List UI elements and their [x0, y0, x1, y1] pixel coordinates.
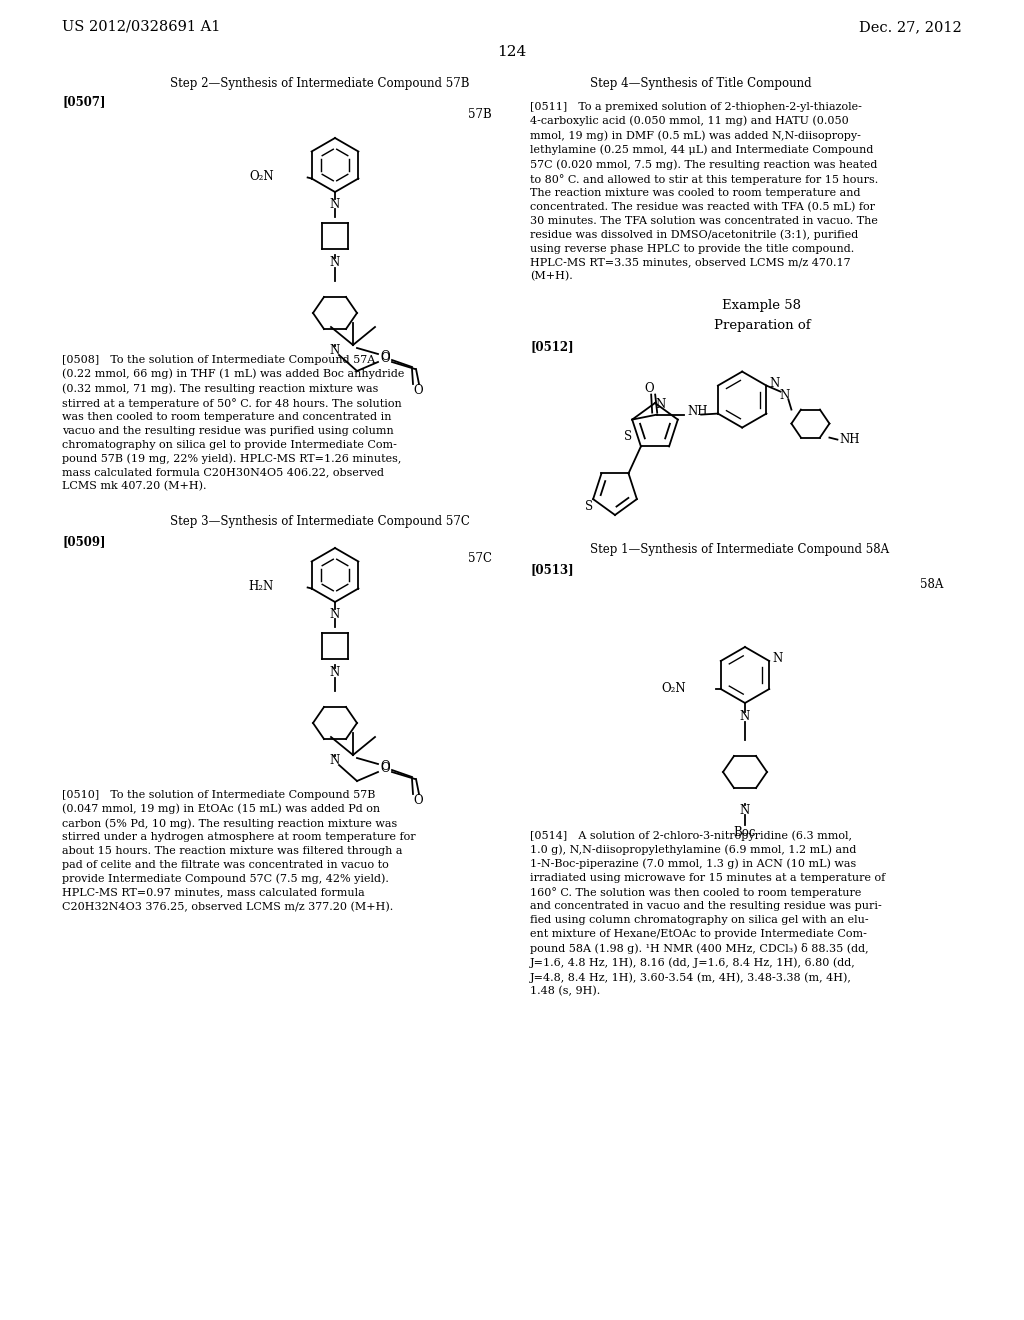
Text: S: S	[624, 430, 632, 444]
Text: [0509]: [0509]	[62, 536, 105, 549]
Text: Boc: Boc	[734, 825, 757, 838]
Text: H₂N: H₂N	[249, 579, 273, 593]
Text: Step 4—Synthesis of Title Compound: Step 4—Synthesis of Title Compound	[590, 77, 812, 90]
Text: O: O	[380, 351, 390, 363]
Text: N: N	[779, 389, 790, 403]
Text: [0510] To the solution of Intermediate Compound 57B
(0.047 mmol, 19 mg) in EtOAc: [0510] To the solution of Intermediate C…	[62, 789, 416, 912]
Text: [0512]: [0512]	[530, 341, 573, 354]
Text: Step 1—Synthesis of Intermediate Compound 58A: Step 1—Synthesis of Intermediate Compoun…	[590, 544, 889, 557]
Text: Preparation of: Preparation of	[714, 319, 810, 333]
Text: O: O	[380, 760, 390, 774]
Text: O: O	[414, 795, 423, 808]
Text: Example 58: Example 58	[723, 298, 802, 312]
Text: O₂N: O₂N	[662, 682, 686, 696]
Text: 57B: 57B	[468, 108, 492, 121]
Text: N: N	[330, 345, 340, 358]
Text: [0513]: [0513]	[530, 564, 573, 577]
Text: 58A: 58A	[920, 578, 943, 591]
Text: O: O	[380, 352, 390, 366]
Text: S: S	[585, 500, 593, 513]
Text: US 2012/0328691 A1: US 2012/0328691 A1	[62, 20, 220, 34]
Text: Step 3—Synthesis of Intermediate Compound 57C: Step 3—Synthesis of Intermediate Compoun…	[170, 516, 470, 528]
Text: [0511] To a premixed solution of 2-thiophen-2-yl-thiazole-
4-carboxylic acid (0.: [0511] To a premixed solution of 2-thiop…	[530, 102, 879, 281]
Text: O₂N: O₂N	[249, 170, 273, 183]
Text: O: O	[414, 384, 423, 397]
Text: O: O	[644, 381, 654, 395]
Text: Step 2—Synthesis of Intermediate Compound 57B: Step 2—Synthesis of Intermediate Compoun…	[170, 77, 469, 90]
Text: N: N	[656, 399, 667, 412]
Text: N: N	[330, 667, 340, 680]
Text: N: N	[330, 256, 340, 269]
Text: N: N	[740, 710, 751, 723]
Text: [0508] To the solution of Intermediate Compound 57A
(0.22 mmol, 66 mg) in THF (1: [0508] To the solution of Intermediate C…	[62, 355, 404, 491]
Text: [0507]: [0507]	[62, 95, 105, 108]
Text: N: N	[740, 804, 751, 817]
Text: 124: 124	[498, 45, 526, 59]
Text: N: N	[772, 652, 782, 665]
Text: NH: NH	[687, 405, 708, 418]
Text: N: N	[330, 607, 340, 620]
Text: [0514] A solution of 2-chloro-3-nitropyridine (6.3 mmol,
1.0 g), N,N-diisopropyl: [0514] A solution of 2-chloro-3-nitropyr…	[530, 830, 886, 997]
Text: O: O	[380, 763, 390, 776]
Text: 57C: 57C	[468, 552, 492, 565]
Text: N: N	[330, 755, 340, 767]
Text: NH: NH	[840, 433, 860, 446]
Text: Dec. 27, 2012: Dec. 27, 2012	[859, 20, 962, 34]
Text: N: N	[330, 198, 340, 210]
Text: N: N	[769, 378, 779, 391]
